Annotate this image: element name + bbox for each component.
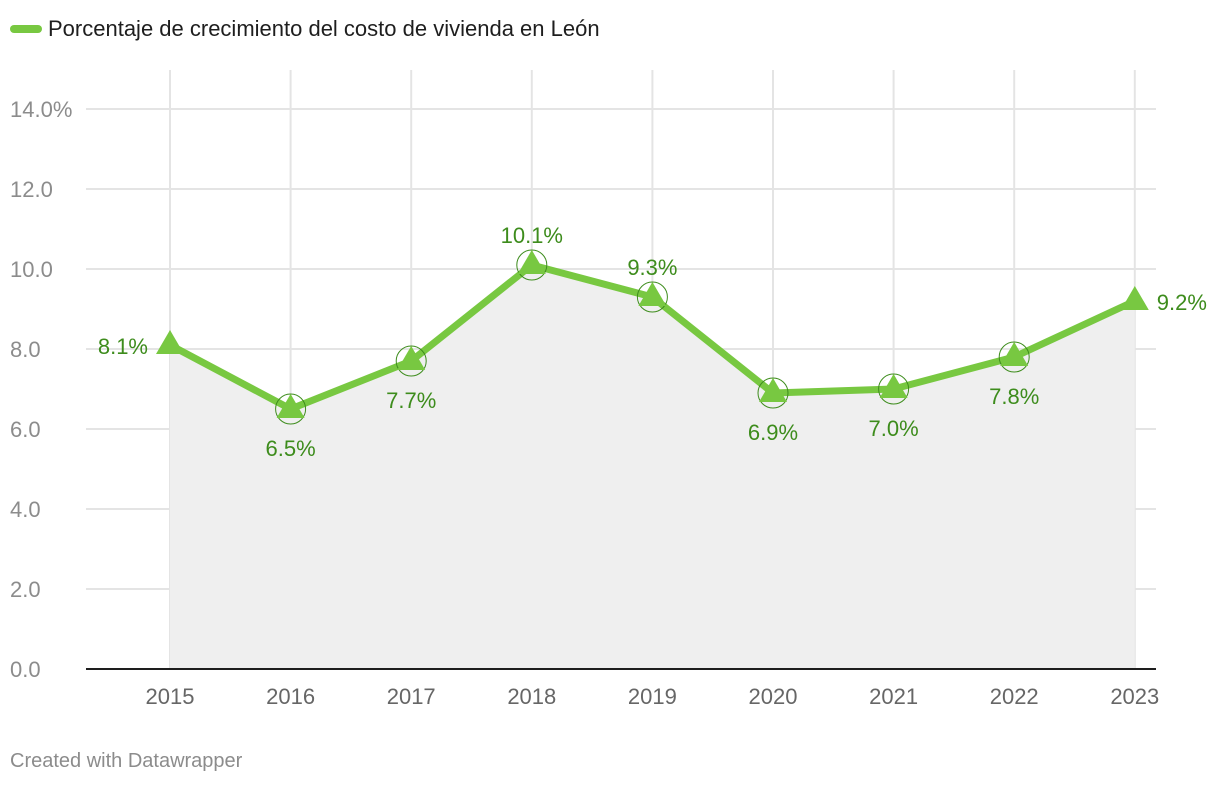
y-tick-label: 10.0 (10, 257, 53, 282)
data-point-triangle (156, 330, 184, 354)
data-label: 7.7% (386, 388, 436, 413)
data-label: 9.3% (627, 255, 677, 280)
x-tick-label: 2016 (266, 684, 315, 709)
x-tick-label: 2022 (990, 684, 1039, 709)
data-point-triangle (638, 282, 667, 306)
y-tick-label: 12.0 (10, 177, 53, 202)
x-tick-label: 2015 (146, 684, 195, 709)
y-tick-label: 4.0 (10, 497, 41, 522)
data-label: 6.5% (266, 436, 316, 461)
data-point-triangle (517, 250, 546, 274)
footer-credit: Created with Datawrapper (10, 750, 243, 772)
area-fill (170, 265, 1135, 669)
data-point-triangle (397, 346, 426, 370)
y-tick-label: 6.0 (10, 417, 41, 442)
y-tick-label: 0.0 (10, 657, 41, 682)
data-label: 7.0% (869, 416, 919, 441)
data-label: 6.9% (748, 420, 798, 445)
chart-legend: Porcentaje de crecimiento del costo de v… (10, 16, 600, 42)
data-label: 8.1% (98, 334, 148, 359)
y-tick-label: 8.0 (10, 337, 41, 362)
legend-swatch (10, 25, 42, 33)
legend-label: Porcentaje de crecimiento del costo de v… (48, 16, 600, 41)
x-tick-label: 2021 (869, 684, 918, 709)
x-tick-label: 2018 (507, 684, 556, 709)
data-point-triangle (759, 378, 787, 402)
data-point-triangle (879, 374, 908, 398)
data-point-triangle (1000, 342, 1029, 366)
y-tick-label: 2.0 (10, 577, 41, 602)
x-tick-label: 2017 (387, 684, 436, 709)
data-label: 9.2% (1157, 290, 1207, 315)
label-layer: 8.1% 6.5% 7.7% 10.1% 9.3% 6.9% 7.0% 7.8% 9.2% (98, 223, 1207, 461)
data-point-triangle (276, 394, 305, 418)
y-tick-label: 14.0% (10, 97, 72, 122)
data-point-triangle (1120, 286, 1149, 310)
data-label: 7.8% (989, 384, 1039, 409)
area-layer (170, 265, 1135, 669)
x-tick-label: 2023 (1110, 684, 1159, 709)
marker-layer (156, 249, 1149, 425)
x-tick-label: 2019 (628, 684, 677, 709)
x-tick-label: 2020 (749, 684, 798, 709)
axis-layer: 0.0 2.0 4.0 6.0 8.0 10.0 12.0 14.0% 2015 2016 2017… (10, 97, 1159, 709)
data-label: 10.1% (501, 223, 563, 248)
